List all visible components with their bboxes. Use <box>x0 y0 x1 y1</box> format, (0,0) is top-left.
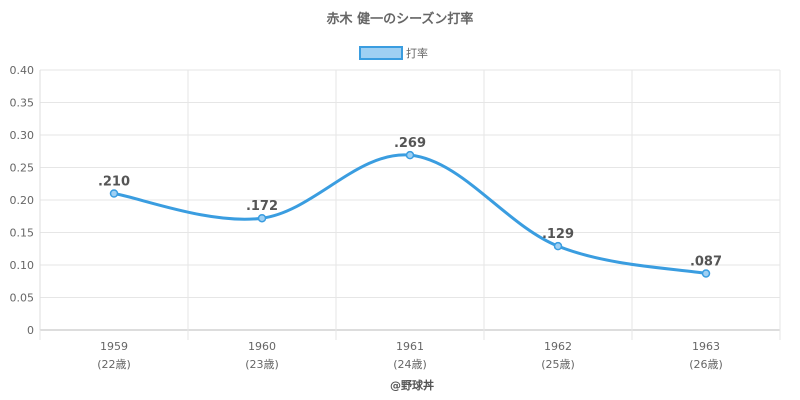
y-axis: 0 0.05 0.10 0.15 0.20 0.25 0.30 0.35 0.40 <box>10 64 35 337</box>
x-tick-sublabel: (22歳) <box>97 358 131 371</box>
y-tick-label: 0.25 <box>10 162 35 175</box>
x-tick-label: 1959 <box>100 340 128 353</box>
x-tick-label: 1960 <box>248 340 276 353</box>
y-tick-label: 0.35 <box>10 97 35 110</box>
data-labels: .210 .172 .269 .129 .087 <box>98 136 722 269</box>
x-tick-sublabel: (26歳) <box>689 358 723 371</box>
x-tick-sublabel: (25歳) <box>541 358 575 371</box>
credit-text: @野球丼 <box>390 378 434 392</box>
y-tick-label: 0.40 <box>10 64 35 77</box>
y-tick-label: 0 <box>27 324 34 337</box>
legend-swatch <box>359 46 403 60</box>
x-axis: 1959 (22歳) 1960 (23歳) 1961 (24歳) 1962 (25歳) 1963… <box>97 340 723 371</box>
x-tick-label: 1963 <box>692 340 720 353</box>
y-tick-label: 0.05 <box>10 292 35 305</box>
data-point[interactable] <box>553 241 563 251</box>
legend-label: 打率 <box>406 46 428 60</box>
data-point[interactable] <box>257 213 267 223</box>
y-tick-label: 0.30 <box>10 129 35 142</box>
data-label: .129 <box>542 227 574 242</box>
data-point[interactable] <box>405 150 415 160</box>
y-tick-label: 0.20 <box>10 194 35 207</box>
x-tick-sublabel: (24歳) <box>393 358 427 371</box>
data-label: .269 <box>394 136 426 151</box>
data-label: .087 <box>690 254 722 269</box>
y-tick-label: 0.15 <box>10 227 35 240</box>
x-tick-label: 1962 <box>544 340 572 353</box>
chart-title: 赤木 健一のシーズン打率 <box>327 11 474 27</box>
series-line <box>112 153 708 275</box>
series-batting-average <box>109 150 711 278</box>
y-tick-label: 0.10 <box>10 259 35 272</box>
legend[interactable]: 打率 <box>359 46 428 60</box>
x-tick-label: 1961 <box>396 340 424 353</box>
data-point[interactable] <box>109 189 119 198</box>
data-label: .172 <box>246 199 278 214</box>
x-tick-sublabel: (23歳) <box>245 358 279 371</box>
grid <box>39 69 781 340</box>
data-label: .210 <box>98 175 130 190</box>
data-point[interactable] <box>701 269 711 278</box>
